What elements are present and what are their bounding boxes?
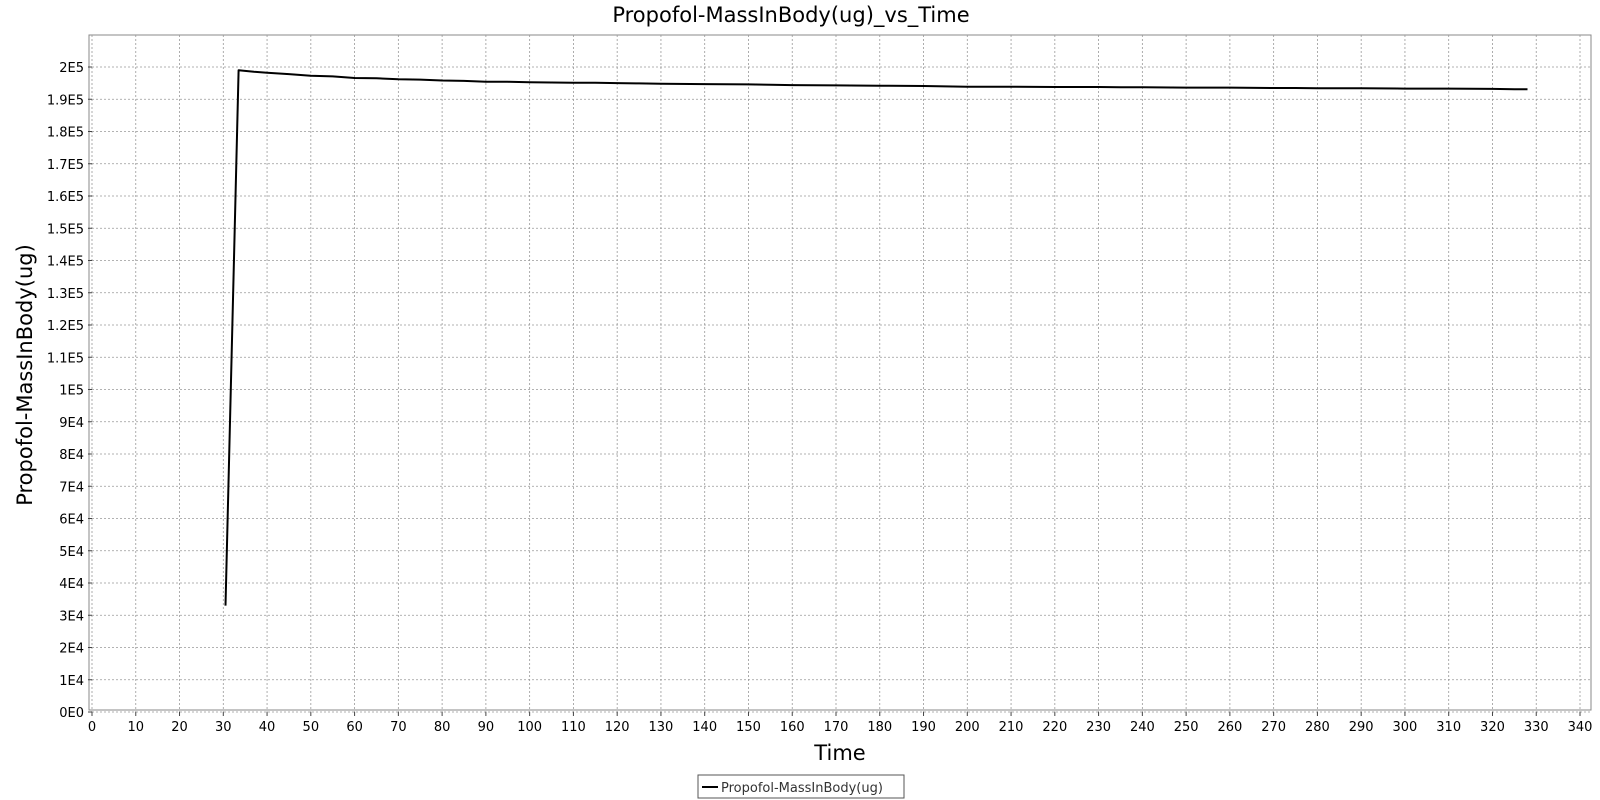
x-tick-label: 80 bbox=[434, 720, 451, 735]
x-tick-label: 240 bbox=[1130, 720, 1155, 735]
x-tick-label: 330 bbox=[1524, 720, 1549, 735]
y-tick-label: 1.5E5 bbox=[47, 222, 84, 237]
x-axis-label: Time bbox=[813, 741, 865, 765]
y-tick-label: 3E4 bbox=[59, 609, 84, 624]
y-tick-label: 1.3E5 bbox=[47, 287, 84, 302]
y-tick-label: 1.1E5 bbox=[47, 351, 84, 366]
y-tick-label: 1.9E5 bbox=[47, 93, 84, 108]
x-tick-label: 70 bbox=[390, 720, 407, 735]
x-tick-label: 310 bbox=[1436, 720, 1461, 735]
y-tick-label: 4E4 bbox=[59, 577, 84, 592]
x-tick-label: 50 bbox=[303, 720, 320, 735]
x-axis-ticks: 0 10 20 30 40 50 60 70 80 90 100 110 120 130 140 150 160… bbox=[88, 712, 1593, 735]
series-line bbox=[224, 69, 1528, 606]
chart-title: Propofol-MassInBody(ug)_vs_Time bbox=[612, 3, 969, 28]
x-tick-label: 60 bbox=[346, 720, 363, 735]
y-tick-label: 7E4 bbox=[59, 480, 84, 495]
x-tick-label: 180 bbox=[867, 720, 892, 735]
x-tick-label: 20 bbox=[171, 720, 188, 735]
x-tick-label: 170 bbox=[824, 720, 849, 735]
plot-area bbox=[88, 34, 1592, 711]
legend: Propofol-MassInBody(ug) bbox=[697, 774, 905, 799]
x-tick-label: 340 bbox=[1568, 720, 1593, 735]
y-axis-ticks: 0E0 1E4 2E4 3E4 4E4 5E4 6E4 7E4 8E4 9E4 1E5 1.1E5 1.… bbox=[47, 61, 92, 721]
x-tick-label: 270 bbox=[1261, 720, 1286, 735]
y-axis-label: Propofol-MassInBody(ug) bbox=[13, 244, 37, 506]
y-tick-label: 1.6E5 bbox=[47, 190, 84, 205]
x-tick-label: 90 bbox=[478, 720, 495, 735]
x-tick-label: 210 bbox=[999, 720, 1024, 735]
x-tick-label: 110 bbox=[561, 720, 586, 735]
y-tick-label: 2E5 bbox=[59, 61, 84, 76]
x-tick-label: 190 bbox=[911, 720, 936, 735]
x-tick-label: 250 bbox=[1174, 720, 1199, 735]
x-tick-label: 30 bbox=[215, 720, 232, 735]
x-tick-label: 290 bbox=[1349, 720, 1374, 735]
series-layer bbox=[224, 69, 1528, 606]
y-tick-label: 2E4 bbox=[59, 642, 84, 657]
x-tick-label: 40 bbox=[259, 720, 276, 735]
y-tick-label: 1E4 bbox=[59, 674, 84, 689]
y-tick-label: 8E4 bbox=[59, 448, 84, 463]
x-tick-label: 140 bbox=[692, 720, 717, 735]
legend-label: Propofol-MassInBody(ug) bbox=[721, 781, 883, 796]
x-tick-label: 120 bbox=[605, 720, 630, 735]
x-tick-label: 10 bbox=[127, 720, 144, 735]
x-tick-label: 260 bbox=[1217, 720, 1242, 735]
y-tick-label: 1E5 bbox=[59, 384, 84, 399]
x-tick-label: 100 bbox=[517, 720, 542, 735]
y-tick-label: 1.4E5 bbox=[47, 255, 84, 270]
y-tick-label: 1.7E5 bbox=[47, 158, 84, 173]
x-tick-label: 220 bbox=[1042, 720, 1067, 735]
y-tick-label: 1.2E5 bbox=[47, 319, 84, 334]
x-tick-label: 280 bbox=[1305, 720, 1330, 735]
x-tick-label: 320 bbox=[1480, 720, 1505, 735]
x-tick-label: 0 bbox=[88, 720, 96, 735]
x-gridlines bbox=[91, 35, 1581, 712]
x-tick-label: 300 bbox=[1393, 720, 1418, 735]
legend-box bbox=[697, 774, 905, 799]
y-gridlines bbox=[92, 66, 1590, 713]
x-tick-label: 130 bbox=[649, 720, 674, 735]
y-tick-label: 9E4 bbox=[59, 416, 84, 431]
x-tick-label: 160 bbox=[780, 720, 805, 735]
x-tick-label: 150 bbox=[736, 720, 761, 735]
y-tick-label: 0E0 bbox=[59, 706, 84, 721]
y-tick-label: 1.8E5 bbox=[47, 126, 84, 141]
x-tick-label: 200 bbox=[955, 720, 980, 735]
y-tick-label: 5E4 bbox=[59, 545, 84, 560]
x-tick-label: 230 bbox=[1086, 720, 1111, 735]
y-tick-label: 6E4 bbox=[59, 513, 84, 528]
